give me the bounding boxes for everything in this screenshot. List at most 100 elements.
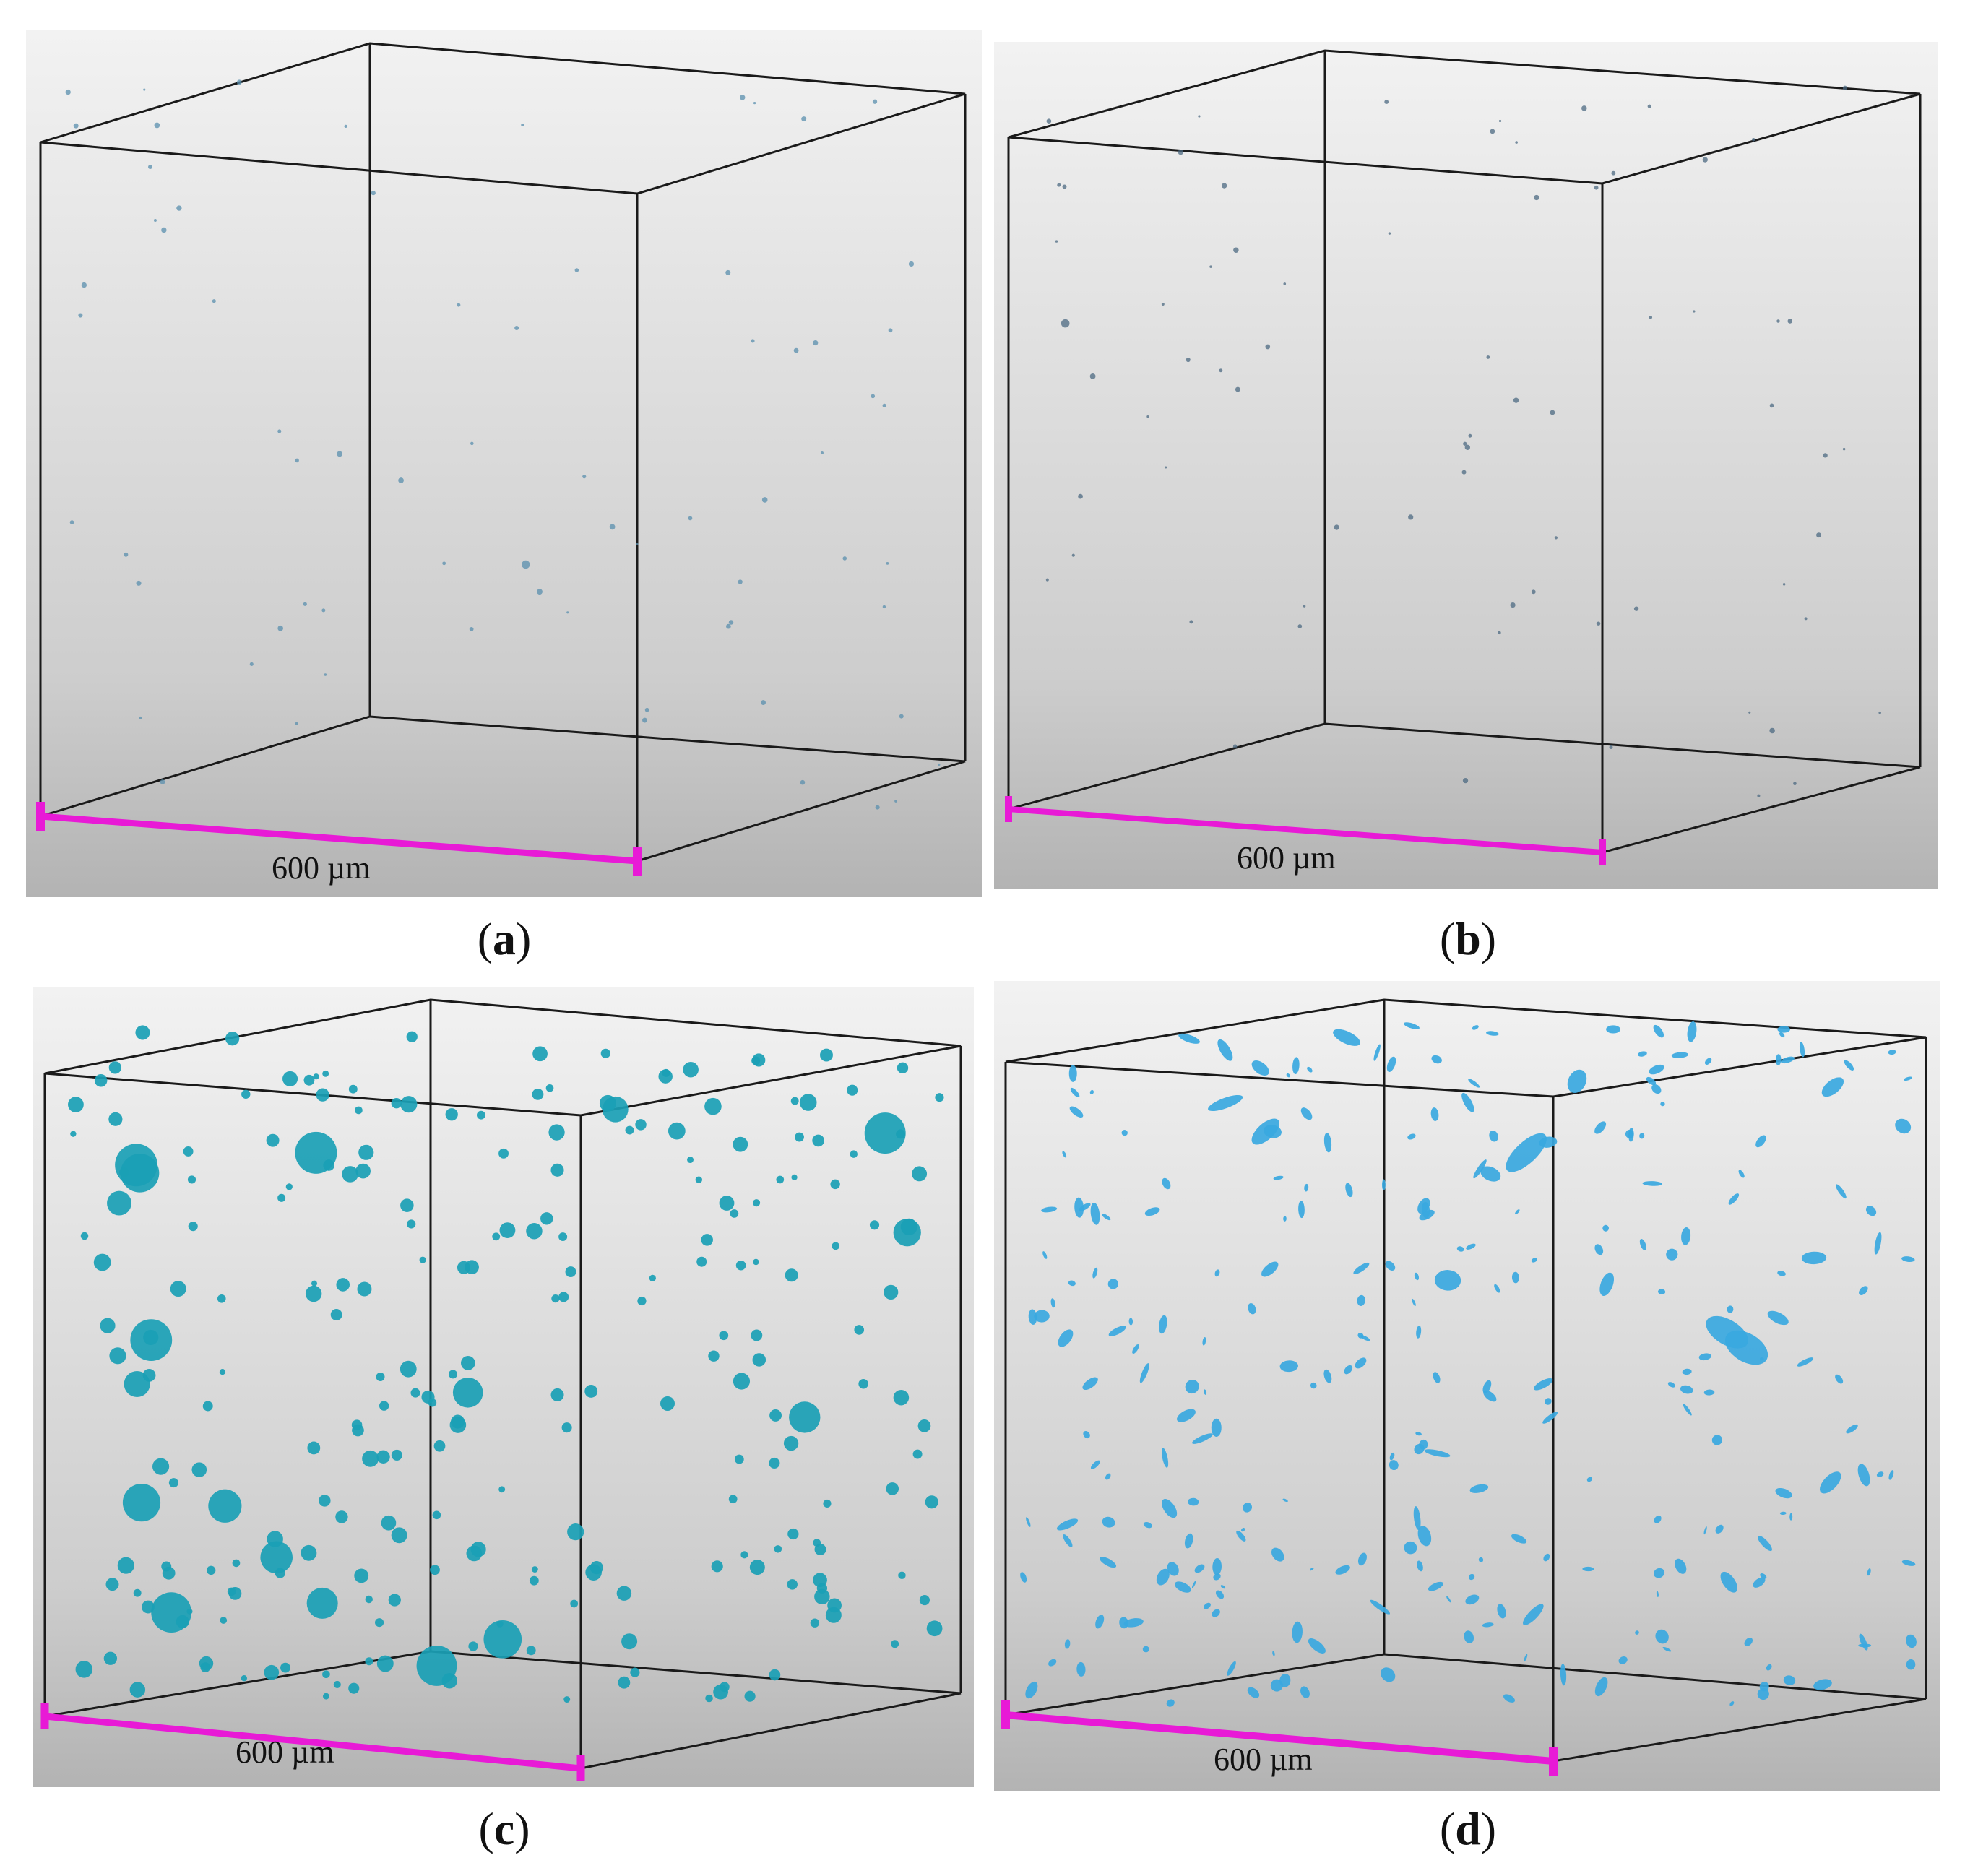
pore bbox=[563, 1696, 571, 1703]
pore bbox=[813, 340, 819, 346]
pore bbox=[1189, 620, 1193, 624]
pore bbox=[348, 1682, 360, 1694]
pore bbox=[1233, 247, 1239, 254]
panel-background bbox=[994, 981, 1940, 1791]
pore bbox=[791, 1174, 798, 1180]
pore bbox=[1581, 105, 1587, 111]
pore bbox=[1123, 1618, 1144, 1628]
pore bbox=[227, 1587, 236, 1596]
pore bbox=[470, 441, 474, 446]
pore bbox=[912, 1449, 923, 1459]
pore bbox=[561, 1422, 572, 1433]
pore bbox=[1412, 1298, 1416, 1307]
pore bbox=[621, 1633, 638, 1650]
pore bbox=[1162, 1177, 1171, 1190]
pore bbox=[1241, 1528, 1245, 1532]
pore bbox=[753, 1199, 761, 1207]
pore bbox=[1878, 711, 1881, 714]
pore bbox=[1071, 553, 1075, 557]
pore bbox=[1751, 138, 1755, 142]
pore bbox=[1660, 1102, 1665, 1107]
pore bbox=[1416, 1326, 1422, 1339]
pore bbox=[1310, 1567, 1314, 1571]
pore bbox=[1159, 1315, 1167, 1334]
pore bbox=[1108, 1326, 1126, 1336]
pore bbox=[324, 673, 327, 676]
pore bbox=[103, 1651, 118, 1665]
pore bbox=[897, 1062, 909, 1074]
pore bbox=[1609, 745, 1613, 749]
pore bbox=[1783, 1675, 1796, 1685]
pore bbox=[1638, 1051, 1647, 1057]
pore bbox=[1671, 1052, 1688, 1058]
pore bbox=[1217, 1039, 1233, 1061]
pore bbox=[249, 662, 254, 666]
pore bbox=[1680, 1385, 1693, 1394]
pore bbox=[1904, 1076, 1912, 1081]
pore bbox=[1472, 1025, 1479, 1030]
pore bbox=[321, 608, 326, 613]
pore bbox=[751, 1329, 763, 1341]
pore bbox=[1310, 1382, 1317, 1389]
caption-a-letter: a bbox=[493, 913, 516, 964]
pore bbox=[1144, 1207, 1160, 1216]
pore bbox=[1465, 1594, 1480, 1605]
pore bbox=[1766, 1664, 1772, 1671]
pore bbox=[1162, 1498, 1178, 1518]
pore bbox=[452, 1377, 483, 1408]
pore bbox=[820, 451, 824, 455]
pore bbox=[1842, 85, 1847, 90]
pore bbox=[1028, 1309, 1037, 1325]
pore bbox=[301, 1544, 317, 1561]
pore bbox=[1089, 1089, 1094, 1094]
pore bbox=[551, 1294, 560, 1303]
pore bbox=[241, 1089, 251, 1099]
pore bbox=[200, 1662, 211, 1672]
pore bbox=[1308, 1638, 1326, 1654]
pore bbox=[584, 1384, 598, 1398]
pore bbox=[1906, 1634, 1917, 1648]
pore bbox=[1683, 1404, 1692, 1416]
pore bbox=[908, 261, 915, 267]
pore bbox=[886, 561, 889, 565]
pore bbox=[1816, 532, 1822, 538]
pore bbox=[1639, 1238, 1646, 1250]
pore bbox=[1876, 1471, 1884, 1477]
pore bbox=[1715, 1524, 1724, 1534]
pore bbox=[820, 1048, 833, 1062]
pore bbox=[875, 805, 880, 810]
pore bbox=[1625, 1129, 1634, 1138]
pore bbox=[1769, 727, 1775, 734]
pore bbox=[69, 520, 74, 524]
pore bbox=[1381, 1667, 1396, 1682]
pore bbox=[333, 1680, 341, 1688]
pore bbox=[139, 716, 142, 719]
pore bbox=[660, 1396, 675, 1411]
pore bbox=[790, 1097, 799, 1105]
pore bbox=[1836, 1184, 1847, 1199]
pore bbox=[160, 779, 165, 784]
pore bbox=[751, 339, 755, 343]
pore bbox=[152, 1458, 170, 1475]
pore bbox=[295, 722, 298, 725]
pore bbox=[1165, 466, 1167, 469]
pore bbox=[1174, 1581, 1191, 1593]
pore bbox=[1781, 1056, 1795, 1064]
pore bbox=[1446, 1596, 1451, 1603]
pore bbox=[1092, 1267, 1098, 1279]
pore bbox=[683, 1061, 699, 1078]
pore bbox=[135, 1025, 150, 1040]
pore bbox=[733, 1136, 748, 1152]
pore bbox=[1102, 1214, 1111, 1221]
panel-background bbox=[33, 987, 974, 1787]
pore bbox=[75, 1661, 93, 1678]
pore bbox=[1192, 1433, 1213, 1444]
pore bbox=[1298, 1201, 1305, 1219]
pore bbox=[1649, 1064, 1664, 1075]
scale-bar: 600 µm bbox=[1001, 1700, 1558, 1777]
pore bbox=[1720, 1571, 1738, 1593]
pore bbox=[899, 714, 904, 719]
pore bbox=[1468, 1573, 1475, 1581]
panel-background bbox=[26, 30, 982, 897]
pore bbox=[354, 1568, 369, 1583]
